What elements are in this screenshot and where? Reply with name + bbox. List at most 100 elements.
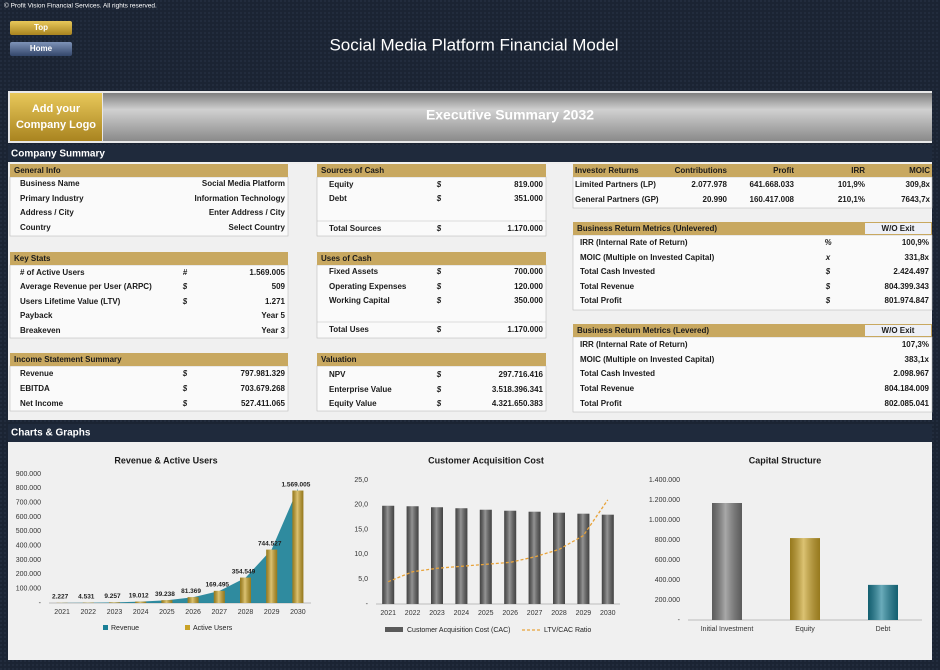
legend-label: LTV/CAC Ratio	[544, 627, 591, 634]
bar-shine	[553, 512, 565, 604]
logo-box[interactable]	[10, 93, 102, 141]
y-tick-label: 400.000	[16, 543, 41, 550]
y-tick-label: 10,0	[354, 551, 368, 558]
row-label: Revenue	[20, 369, 54, 378]
section-title: Company Summary	[11, 149, 105, 160]
x-tick-label: Initial Investment	[701, 626, 754, 633]
x-tick-label: 2024	[133, 609, 149, 616]
y-tick-label: 25,0	[354, 477, 368, 484]
chart-title: Capital Structure	[749, 455, 822, 465]
legend-marker	[103, 625, 108, 630]
data-label: 169.495	[206, 582, 230, 589]
home-button-label[interactable]: Home	[30, 44, 53, 53]
row-symbol: $	[825, 267, 831, 276]
y-tick-label: 1.000.000	[649, 517, 680, 524]
x-tick-label: 2027	[527, 610, 543, 617]
row-value: 3.518.396.341	[492, 385, 544, 394]
table-header	[573, 222, 932, 235]
row-value: 1.271	[265, 297, 286, 306]
table-header	[10, 353, 288, 366]
row-value: Enter Address / City	[209, 208, 286, 217]
table-header	[10, 252, 288, 265]
row-label: Operating Expenses	[329, 282, 407, 291]
row-symbol: $	[825, 296, 831, 305]
table-body	[572, 234, 933, 311]
banner-bar	[103, 93, 932, 141]
legend-marker	[185, 625, 190, 630]
y-tick-label: 300.000	[16, 557, 41, 564]
data-label: 19.012	[129, 592, 149, 599]
data-label: 744.527	[258, 540, 282, 547]
table-body	[316, 176, 547, 237]
y-tick-label: 200.000	[655, 597, 680, 604]
row-symbol: $	[182, 297, 188, 306]
row-label: MOIC (Multiple on Invested Capital)	[580, 253, 715, 262]
cell: Limited Partners (LP)	[575, 180, 656, 189]
x-tick-label: 2029	[576, 610, 592, 617]
row-label: Equity	[329, 180, 354, 189]
y-tick-label: 600.000	[655, 557, 680, 564]
bar-shine	[135, 601, 147, 603]
home-button[interactable]	[10, 42, 72, 56]
bar-shine	[406, 506, 419, 604]
row-symbol: %	[824, 238, 831, 247]
table-title: Uses of Cash	[321, 254, 372, 263]
row-symbol: $	[182, 399, 188, 408]
row-value: Select Country	[229, 223, 286, 232]
x-tick-label: 2021	[380, 610, 396, 617]
bar-shine	[712, 503, 742, 620]
table-header	[573, 164, 932, 177]
x-tick-label: 2030	[600, 610, 616, 617]
tag-box	[865, 325, 931, 336]
row-symbol: x	[825, 253, 831, 262]
table-title: General Info	[14, 166, 61, 175]
cell: General Partners (GP)	[575, 195, 659, 204]
legend-label: Active Users	[193, 625, 233, 632]
top-button[interactable]	[10, 21, 72, 35]
y-tick-label: 600.000	[16, 514, 41, 521]
row-value: Social Media Platform	[202, 179, 285, 188]
y-tick-label: -	[366, 601, 369, 608]
table-title: Sources of Cash	[321, 166, 384, 175]
x-tick-label: 2027	[212, 609, 228, 616]
row-symbol: $	[436, 399, 442, 408]
row-symbol: $	[436, 325, 442, 334]
row-label: Total Uses	[329, 325, 369, 334]
row-label: Country	[20, 223, 51, 232]
row-symbol: $	[182, 282, 188, 291]
legend-marker	[385, 627, 403, 632]
table-header	[317, 353, 546, 366]
y-tick-label: 800.000	[655, 537, 680, 544]
y-tick-label: 800.000	[16, 485, 41, 492]
bar-shine	[601, 514, 614, 604]
top-button-label[interactable]: Top	[34, 23, 48, 32]
row-label: Business Name	[20, 179, 80, 188]
row-value: 801.974.847	[885, 296, 930, 305]
data-label: 2.227	[52, 594, 69, 601]
cell: 641.668.033	[750, 180, 795, 189]
bar-shine	[292, 490, 304, 603]
row-symbol: $	[436, 370, 442, 379]
table-body	[9, 176, 289, 237]
x-tick-label: 2025	[159, 609, 175, 616]
data-label: 4.531	[78, 593, 95, 600]
cell: 101,9%	[838, 180, 865, 189]
page-title: Social Media Platform Financial Model	[329, 35, 618, 54]
row-value: 700.000	[514, 267, 543, 276]
row-label: Total Revenue	[580, 384, 635, 393]
y-tick-label: 500.000	[16, 528, 41, 535]
tag: W/O Exit	[882, 326, 915, 335]
column-header: Profit	[773, 166, 794, 175]
x-tick-label: 2024	[454, 610, 470, 617]
charts-panel	[8, 442, 932, 660]
data-label: 354.549	[232, 568, 256, 575]
section-bar	[8, 424, 932, 442]
bar-shine	[431, 507, 443, 604]
row-label: EBITDA	[20, 384, 50, 393]
row-value: 350.000	[514, 296, 543, 305]
row-symbol: $	[436, 194, 442, 203]
banner-title: Executive Summary 2032	[426, 107, 594, 123]
row-value: 120.000	[514, 282, 543, 291]
row-label: Enterprise Value	[329, 385, 392, 394]
section-title: Charts & Graphs	[11, 428, 91, 439]
